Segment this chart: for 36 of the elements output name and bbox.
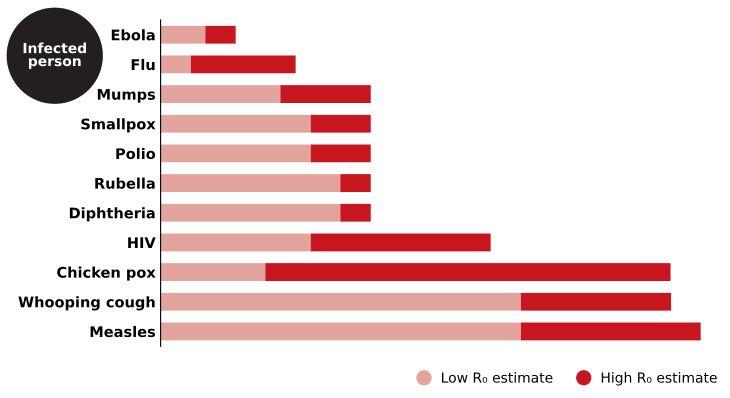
bar <box>160 114 311 133</box>
bar <box>520 292 672 311</box>
y-tick-label: Ebola <box>112 29 155 40</box>
text: Infected person <box>24 42 86 69</box>
bar <box>340 174 371 192</box>
y-tick-label: HIV <box>128 237 156 248</box>
bar <box>160 292 521 311</box>
bar <box>520 322 701 340</box>
bar <box>160 234 311 252</box>
bar <box>310 234 491 252</box>
bar <box>160 204 340 222</box>
bar <box>310 144 371 162</box>
bar <box>160 56 191 74</box>
bar <box>160 263 266 281</box>
y-tick-label: Rubella <box>95 178 155 189</box>
bar <box>265 263 671 281</box>
bar <box>340 204 371 222</box>
bar <box>280 85 371 103</box>
y-tick-label: Flu <box>132 58 155 70</box>
legend-label: Low R₀ estimate <box>442 372 552 383</box>
bar <box>310 114 371 133</box>
bar <box>205 26 236 44</box>
y-tick-label: Chicken pox <box>57 266 156 281</box>
bar <box>160 322 521 340</box>
bar <box>160 174 340 192</box>
bar <box>160 85 281 103</box>
legend-label: High R₀ estimate <box>602 372 717 386</box>
bar <box>160 26 206 44</box>
y-tick-label: Polio <box>116 148 156 160</box>
y-tick-label: Mumps <box>98 88 156 103</box>
y-tick-label: Whooping cough <box>18 296 155 310</box>
y-tick-label: Diphtheria <box>70 207 155 222</box>
y-tick-label: Measles <box>90 326 156 338</box>
bar <box>190 56 296 74</box>
bar <box>160 144 311 162</box>
y-tick-label: Smallpox <box>81 118 156 132</box>
